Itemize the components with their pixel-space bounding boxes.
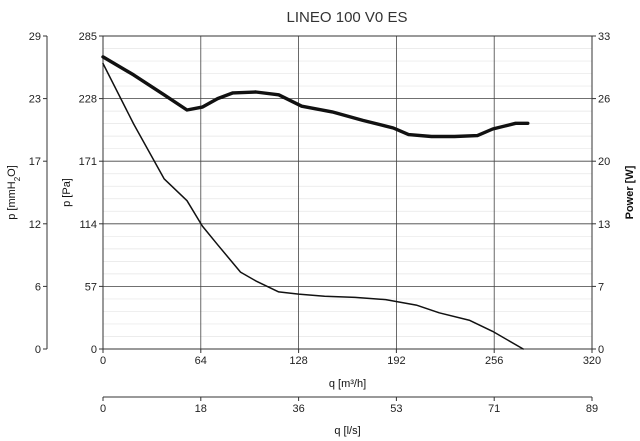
y-axis-label-pa: p [Pa] xyxy=(61,178,73,207)
x-secondary-tick-label: 71 xyxy=(488,403,500,415)
grid xyxy=(103,36,592,349)
y-right-tick-label: 26 xyxy=(598,94,610,106)
x-secondary-tick-label: 36 xyxy=(292,403,304,415)
y-outer-tick-label: 6 xyxy=(35,281,41,293)
x-tick-label: 192 xyxy=(387,355,405,367)
y-outer-tick-label: 0 xyxy=(35,344,41,356)
x-secondary-tick-label: 0 xyxy=(100,403,106,415)
y-outer-tick-label: 23 xyxy=(29,94,41,106)
plot-frame xyxy=(102,35,593,350)
y-inner-tick-label: 285 xyxy=(79,31,97,43)
x-secondary-tick-label: 89 xyxy=(586,403,598,415)
x-axis-label-flow-m3h: q [m³/h] xyxy=(329,378,366,390)
pressure-curve xyxy=(102,62,524,350)
y-right-tick-label: 0 xyxy=(598,344,604,356)
y-inner-tick-label: 171 xyxy=(79,156,97,168)
y-outer-tick-label: 17 xyxy=(29,156,41,168)
y-right-tick-label: 33 xyxy=(598,31,610,43)
x-tick-label: 256 xyxy=(485,355,503,367)
x-tick-label: 0 xyxy=(100,355,106,367)
y-inner-tick-label: 114 xyxy=(79,219,97,231)
x-tick-label: 64 xyxy=(195,355,207,367)
y-right-tick-label: 13 xyxy=(598,219,610,231)
x-secondary-tick-label: 18 xyxy=(195,403,207,415)
y-axis-label-power: Power [W] xyxy=(624,165,636,219)
series xyxy=(101,55,530,350)
power-curve xyxy=(101,55,530,139)
x-axis-label-flow-ls: q [l/s] xyxy=(334,425,360,437)
x-secondary-tick-label: 53 xyxy=(390,403,402,415)
y-right-tick-label: 20 xyxy=(598,156,610,168)
y-outer-tick-label: 12 xyxy=(29,219,41,231)
axis-labels: q [m³/h] q [l/s] p [mmH2O] p [Pa] Power [W] xyxy=(6,165,636,437)
x-tick-label: 320 xyxy=(583,355,601,367)
y-inner-tick-label: 57 xyxy=(85,281,97,293)
y-outer-tick-label: 29 xyxy=(29,31,41,43)
y-axis-label-mmh2o: p [mmH2O] xyxy=(6,165,22,220)
y-right-tick-label: 7 xyxy=(598,281,604,293)
x-tick-label: 128 xyxy=(289,355,307,367)
y-inner-tick-label: 0 xyxy=(91,344,97,356)
y-inner-tick-label: 228 xyxy=(79,94,97,106)
chart-title: LINEO 100 V0 ES xyxy=(287,9,408,26)
